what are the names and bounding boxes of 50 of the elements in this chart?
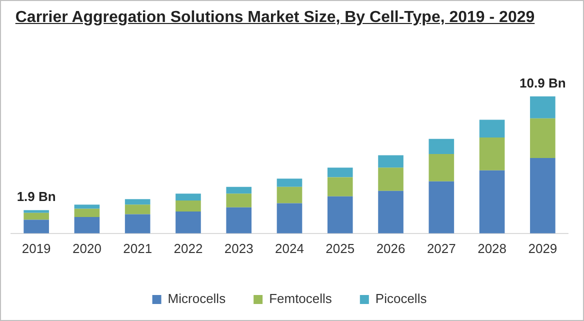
bar: [327, 168, 353, 178]
legend-label: Femtocells: [269, 291, 332, 306]
bar: [24, 220, 49, 234]
x-tick-label: 2025: [326, 240, 355, 256]
bar: [428, 154, 454, 182]
annotation: 1.9 Bn: [16, 189, 56, 204]
x-tick-label: 2024: [275, 240, 304, 256]
bar: [479, 138, 505, 170]
x-tick-label: 2026: [376, 240, 406, 256]
x-tick-label: 2028: [478, 240, 507, 256]
bar: [378, 190, 404, 234]
x-tick-label: 2029: [528, 240, 558, 256]
annotation: 10.9 Bn: [520, 75, 566, 90]
bar: [74, 208, 100, 217]
bar: [378, 168, 404, 191]
legend-label: Picocells: [375, 291, 428, 306]
x-tick-label: 2027: [426, 240, 456, 256]
bar: [176, 194, 201, 201]
bar: [74, 216, 100, 234]
bar: [479, 170, 505, 234]
bar: [74, 204, 100, 209]
bar: [24, 210, 49, 213]
bar: [276, 178, 302, 187]
bar: [276, 186, 302, 204]
bar: [226, 186, 252, 194]
bar: [530, 96, 556, 118]
x-tick-label: 2023: [224, 240, 254, 256]
bar: [176, 200, 201, 212]
bar: [124, 199, 150, 205]
bar: [428, 181, 454, 234]
legend-label: Microcells: [168, 291, 226, 306]
x-tick-label: 2020: [72, 240, 102, 256]
bar: [530, 118, 556, 158]
bar: [327, 196, 353, 234]
bar: [530, 158, 556, 234]
bar: [276, 203, 302, 234]
x-tick-label: 2021: [123, 240, 152, 256]
bar: [24, 212, 49, 220]
bar: [176, 211, 201, 234]
bar: [428, 138, 454, 154]
bar: [479, 120, 505, 138]
x-tick-label: 2022: [174, 240, 203, 256]
x-tick-label: 2019: [22, 240, 51, 256]
bar: [378, 155, 404, 168]
bar: [327, 177, 353, 196]
bar: [226, 194, 252, 208]
chart-title: Carrier Aggregation Solutions Market Size, By Cell-Type, 2019 - 2029: [15, 8, 535, 28]
bar: [124, 214, 150, 234]
bar: [226, 207, 252, 234]
bar: [124, 204, 150, 214]
